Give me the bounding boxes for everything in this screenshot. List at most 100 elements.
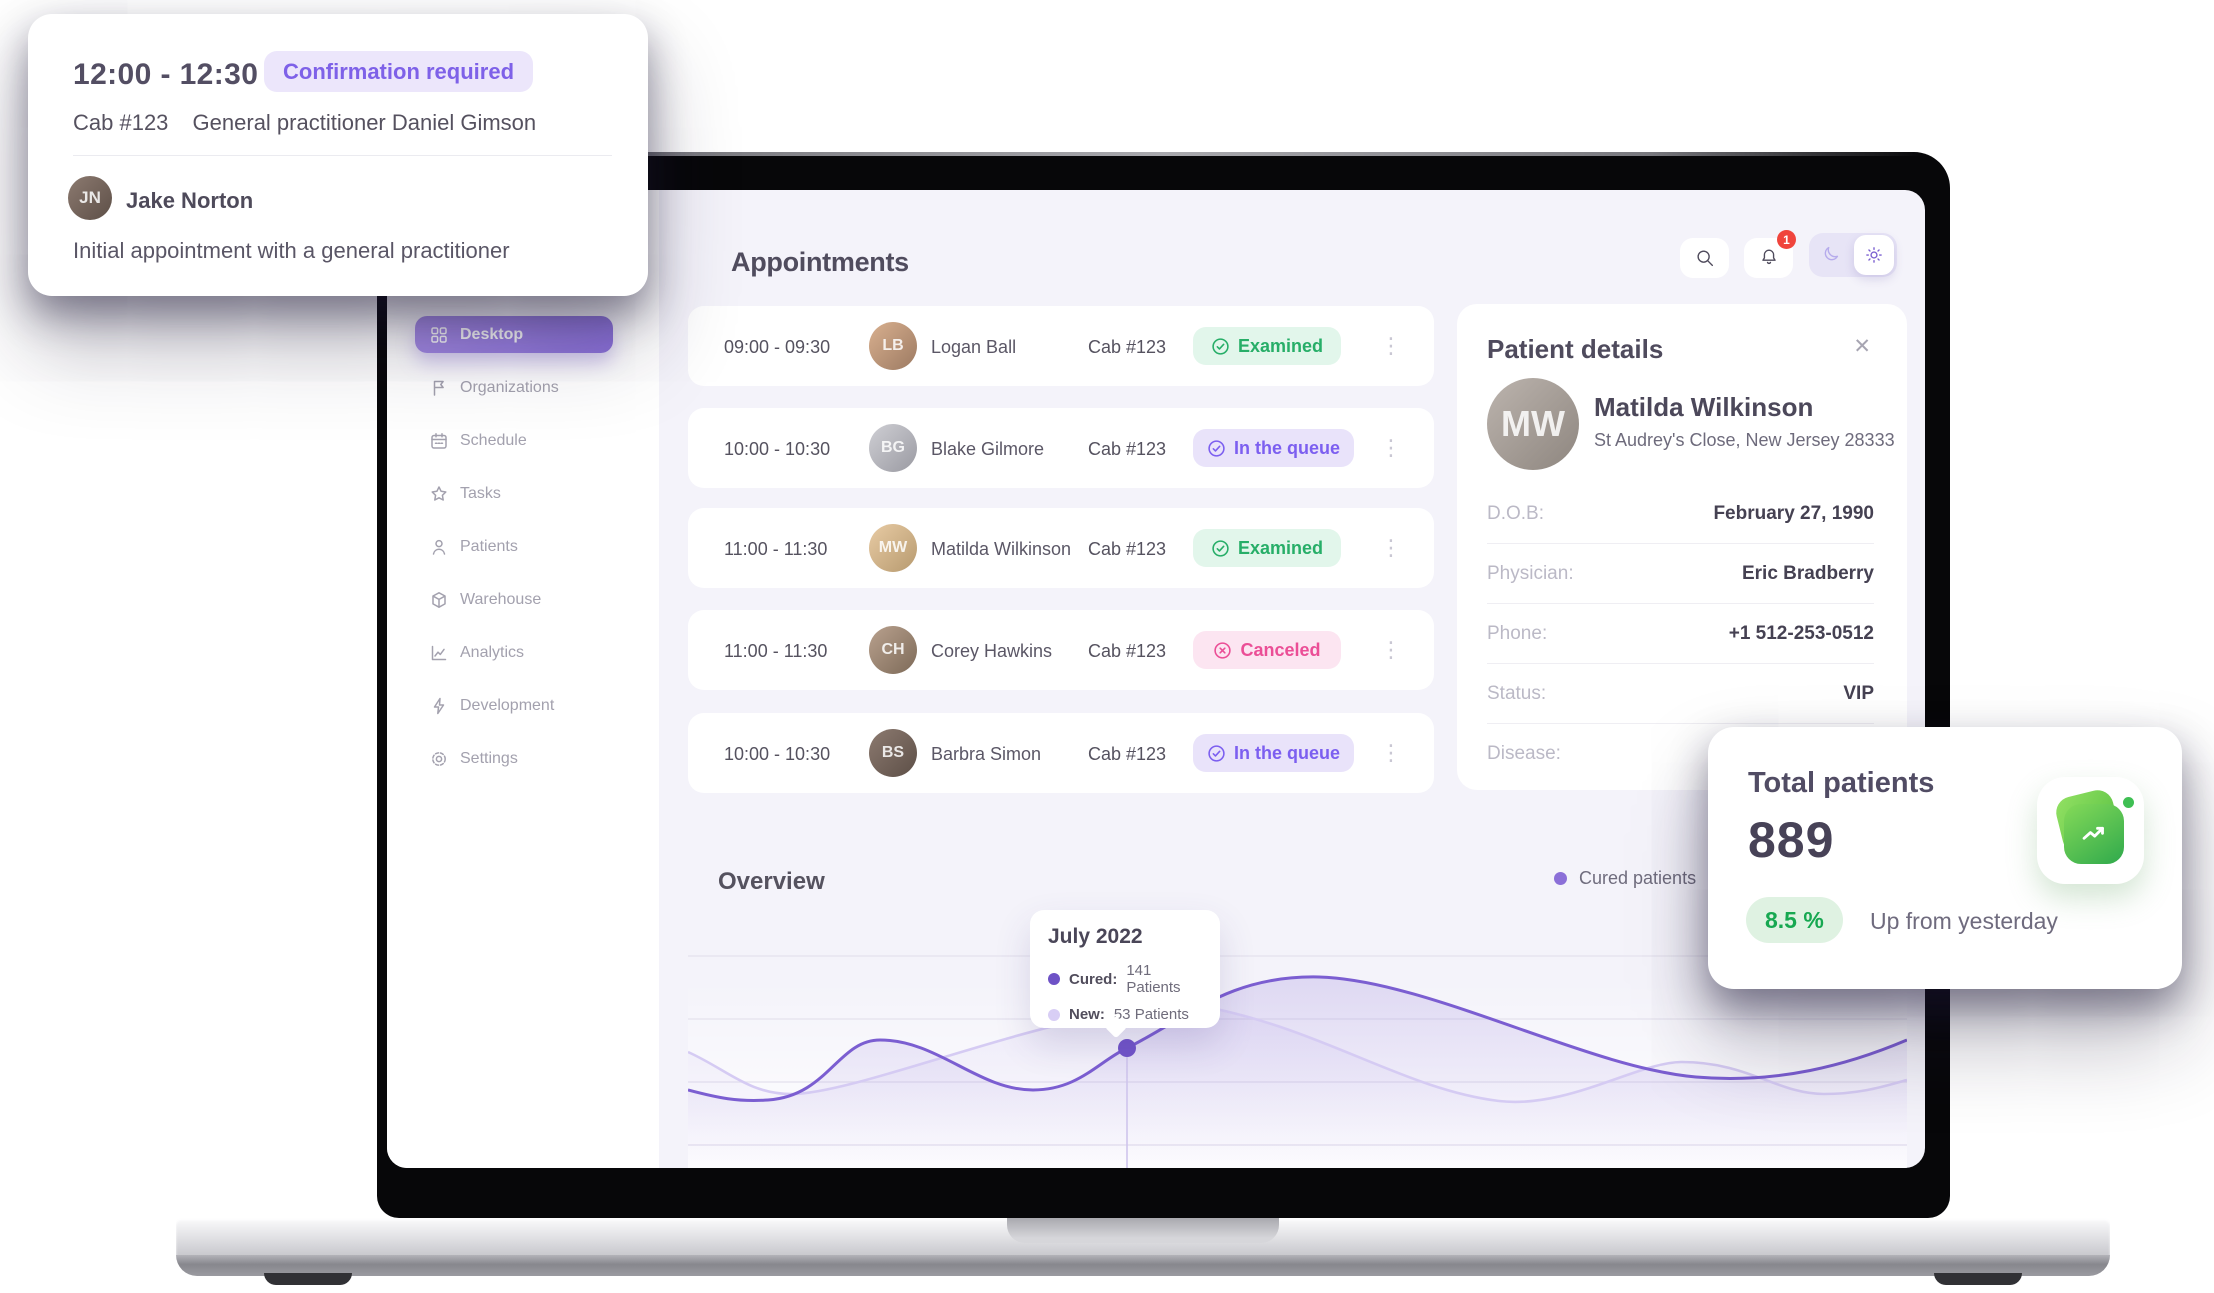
sidebar-item-patients[interactable]: Patients — [415, 528, 631, 565]
sidebar-item-label: Warehouse — [460, 590, 542, 608]
patient-address: St Audrey's Close, New Jersey 28333 — [1594, 430, 1895, 450]
cab-number: Cab #123 — [1088, 641, 1167, 661]
patient-name: Matilda Wilkinson — [1594, 392, 1814, 422]
divider — [73, 155, 612, 156]
sidebar-item-development[interactable]: Development — [415, 687, 631, 724]
new-dot — [1048, 1008, 1060, 1021]
moon-icon[interactable] — [1820, 243, 1842, 265]
x-circle-icon — [1214, 641, 1232, 659]
sidebar-item-label: Patients — [460, 537, 518, 555]
sidebar-item-desktop[interactable]: Desktop — [415, 316, 613, 353]
appointment-time: 11:00 - 11:30 — [724, 539, 828, 559]
bell-icon — [1758, 247, 1780, 269]
sidebar-item-label: Analytics — [460, 643, 525, 661]
delta-badge: 8.5 % — [1746, 897, 1843, 943]
trend-up-icon — [2064, 804, 2124, 864]
notifications-button[interactable]: 1 — [1744, 230, 1796, 278]
appointment-row[interactable]: 09:00 - 09:30 LB Logan Ball Cab #123 Exa… — [688, 306, 1434, 386]
row-menu-button[interactable]: ⋮ — [1380, 637, 1402, 662]
status-badge: In the queue — [1193, 734, 1355, 772]
field-phone: Phone: +1 512-253-0512 — [1487, 604, 1874, 664]
status-dot — [2123, 797, 2134, 808]
calendar-icon — [429, 431, 449, 451]
check-circle-icon — [1208, 744, 1225, 762]
sidebar-item-warehouse[interactable]: Warehouse — [415, 581, 631, 618]
row-menu-button[interactable]: ⋮ — [1380, 435, 1402, 460]
check-circle-icon — [1208, 439, 1225, 457]
light-mode-button[interactable] — [1854, 235, 1894, 275]
appointment-row[interactable]: 11:00 - 11:30 MW Matilda Wilkinson Cab #… — [688, 508, 1434, 588]
overview-chart — [688, 955, 1907, 1168]
patient-name: Barbra Simon — [931, 744, 1042, 764]
avatar: LB — [869, 322, 917, 370]
total-patients-card: Total patients 889 8.5 % Up from yesterd… — [1708, 727, 2182, 989]
appointment-row[interactable]: 10:00 - 10:30 BG Blake Gilmore Cab #123 … — [688, 408, 1434, 488]
sidebar-item-label: Development — [460, 696, 555, 714]
cured-dot — [1048, 973, 1060, 985]
app-screen: Desktop Organizations Schedule — [387, 190, 1925, 1168]
field-disease: Disease: — [1487, 743, 1561, 764]
close-icon[interactable]: ✕ — [1853, 335, 1871, 358]
avatar: JN — [68, 176, 112, 220]
status-badge: In the queue — [1193, 429, 1355, 467]
appointment-time: 11:00 - 11:30 — [724, 641, 828, 661]
patient-details-panel: Patient details ✕ MW Matilda Wilkinson S… — [1457, 304, 1907, 790]
search-button[interactable] — [1680, 238, 1729, 278]
practitioner-name: General practitioner Daniel Gimson — [192, 110, 537, 135]
appointment-popup-card: 12:00 - 12:30 Confirmation required Cab … — [28, 14, 648, 296]
sidebar-item-label: Tasks — [460, 484, 501, 502]
page-title: Appointments — [731, 247, 909, 277]
sidebar-item-label: Settings — [460, 749, 518, 767]
appointment-row[interactable]: 10:00 - 10:30 BS Barbra Simon Cab #123 I… — [688, 713, 1434, 793]
cab-number: Cab #123 — [1088, 439, 1167, 459]
status-badge: Examined — [1193, 327, 1341, 365]
field-dob: D.O.B: February 27, 1990 — [1487, 484, 1874, 544]
check-circle-icon — [1212, 337, 1229, 355]
series-cured-area — [688, 976, 1907, 1168]
check-circle-icon — [1212, 539, 1229, 557]
legend-dot — [1554, 872, 1567, 885]
patient-name: Jake Norton — [126, 188, 254, 213]
overview-title: Overview — [718, 868, 825, 895]
row-menu-button[interactable]: ⋮ — [1380, 740, 1402, 765]
appointment-time: 10:00 - 10:30 — [724, 439, 831, 459]
patient-name: Logan Ball — [931, 337, 1017, 357]
sidebar-item-tasks[interactable]: Tasks — [415, 475, 631, 512]
sidebar-item-label: Schedule — [460, 431, 527, 449]
row-menu-button[interactable]: ⋮ — [1380, 535, 1402, 560]
chart-icon — [429, 643, 449, 663]
sidebar-item-analytics[interactable]: Analytics — [415, 634, 631, 671]
box-icon — [429, 590, 449, 610]
appointment-time-range: 12:00 - 12:30 — [73, 58, 259, 91]
row-menu-button[interactable]: ⋮ — [1380, 333, 1402, 358]
sun-icon — [1863, 244, 1885, 266]
appointment-time: 10:00 - 10:30 — [724, 744, 831, 764]
tooltip-entry: New: 53 Patients — [1048, 1006, 1202, 1023]
sidebar-item-schedule[interactable]: Schedule — [415, 422, 631, 459]
sidebar: Desktop Organizations Schedule — [387, 190, 659, 1168]
sidebar-item-organizations[interactable]: Organizations — [415, 369, 631, 406]
cab-number: Cab #123 — [1088, 337, 1167, 357]
search-icon — [1694, 247, 1716, 269]
star-icon — [429, 484, 449, 504]
cab-number: Cab #123 — [1088, 539, 1167, 559]
field-physician: Physician: Eric Bradberry — [1487, 544, 1874, 604]
series-new-line — [688, 1004, 1907, 1104]
appointment-note: Initial appointment with a general pract… — [73, 238, 510, 263]
sidebar-item-settings[interactable]: Settings — [415, 740, 631, 777]
laptop-frame: Desktop Organizations Schedule — [377, 152, 1950, 1218]
patient-name: Blake Gilmore — [931, 439, 1045, 459]
field-status: Status: VIP — [1487, 664, 1874, 724]
status-badge: Canceled — [1193, 631, 1341, 669]
sidebar-item-label: Desktop — [460, 325, 524, 343]
laptop-base-top — [176, 1218, 2110, 1255]
avatar: MW — [1487, 378, 1579, 470]
patient-fields: D.O.B: February 27, 1990 Physician: Eric… — [1487, 484, 1874, 784]
sidebar-item-label: Organizations — [460, 378, 559, 396]
theme-toggle[interactable] — [1809, 233, 1897, 277]
panel-title: Patient details — [1487, 334, 1664, 364]
avatar: BG — [869, 424, 917, 472]
notification-badge: 1 — [1777, 230, 1796, 249]
appointment-row[interactable]: 11:00 - 11:30 CH Corey Hawkins Cab #123 … — [688, 610, 1434, 690]
